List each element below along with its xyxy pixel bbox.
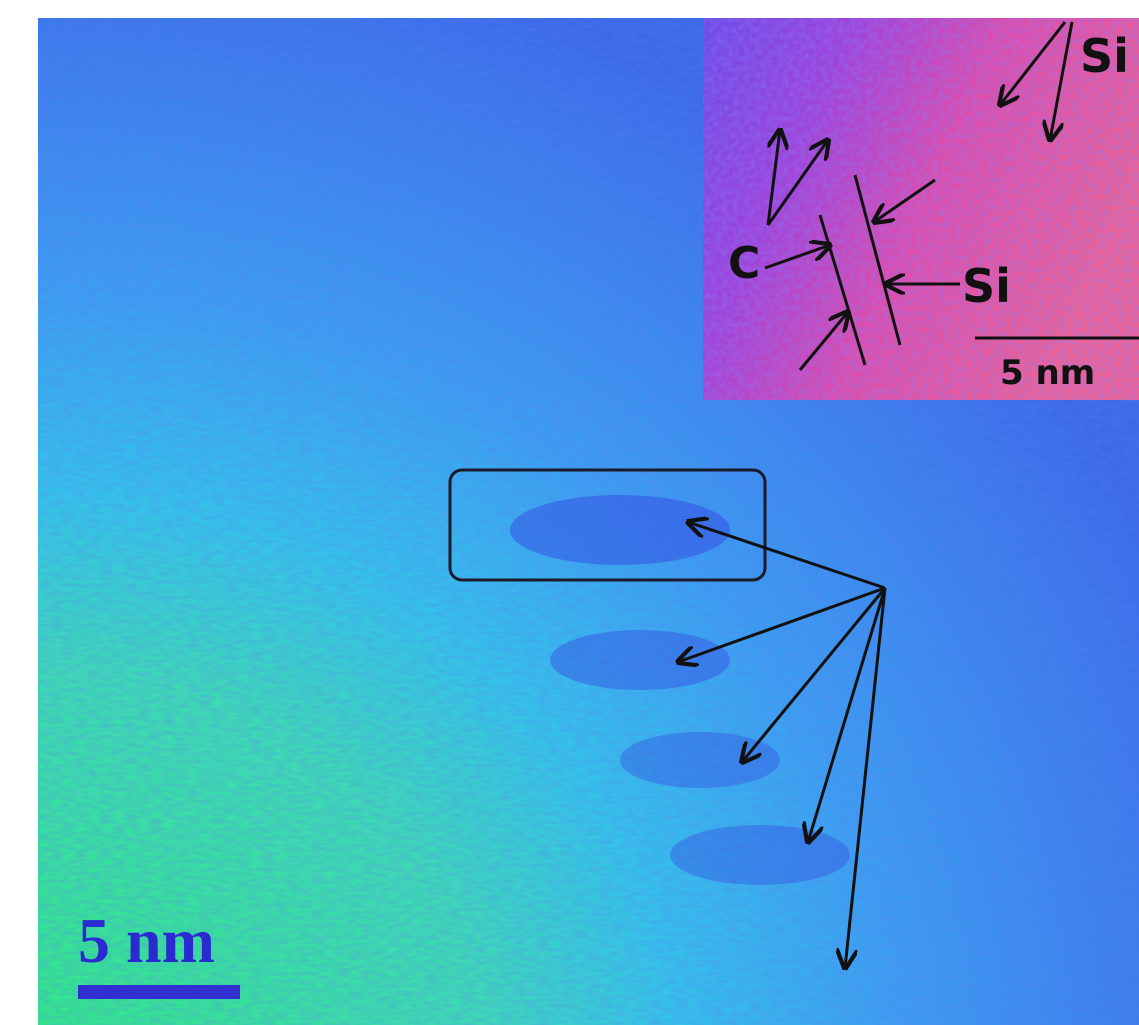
inset-texture	[703, 18, 1139, 400]
dark-region	[550, 630, 730, 690]
inset-label: C	[728, 238, 760, 289]
inset-label: Si	[962, 259, 1011, 313]
inset-label: Si	[1080, 29, 1129, 83]
micrograph: 5 nm Si C Si 5 nm	[0, 0, 1139, 1025]
scale-bar	[78, 985, 240, 999]
dark-region	[510, 495, 730, 565]
dark-region	[620, 732, 780, 788]
inset: Si C Si 5 nm	[703, 18, 1139, 400]
dark-region	[670, 825, 850, 885]
inset-scale-label: 5 nm	[1000, 353, 1095, 393]
page: 5 nm Si C Si 5 nm (() => { const data = …	[0, 0, 1139, 1025]
scale-label: 5 nm	[78, 905, 215, 976]
